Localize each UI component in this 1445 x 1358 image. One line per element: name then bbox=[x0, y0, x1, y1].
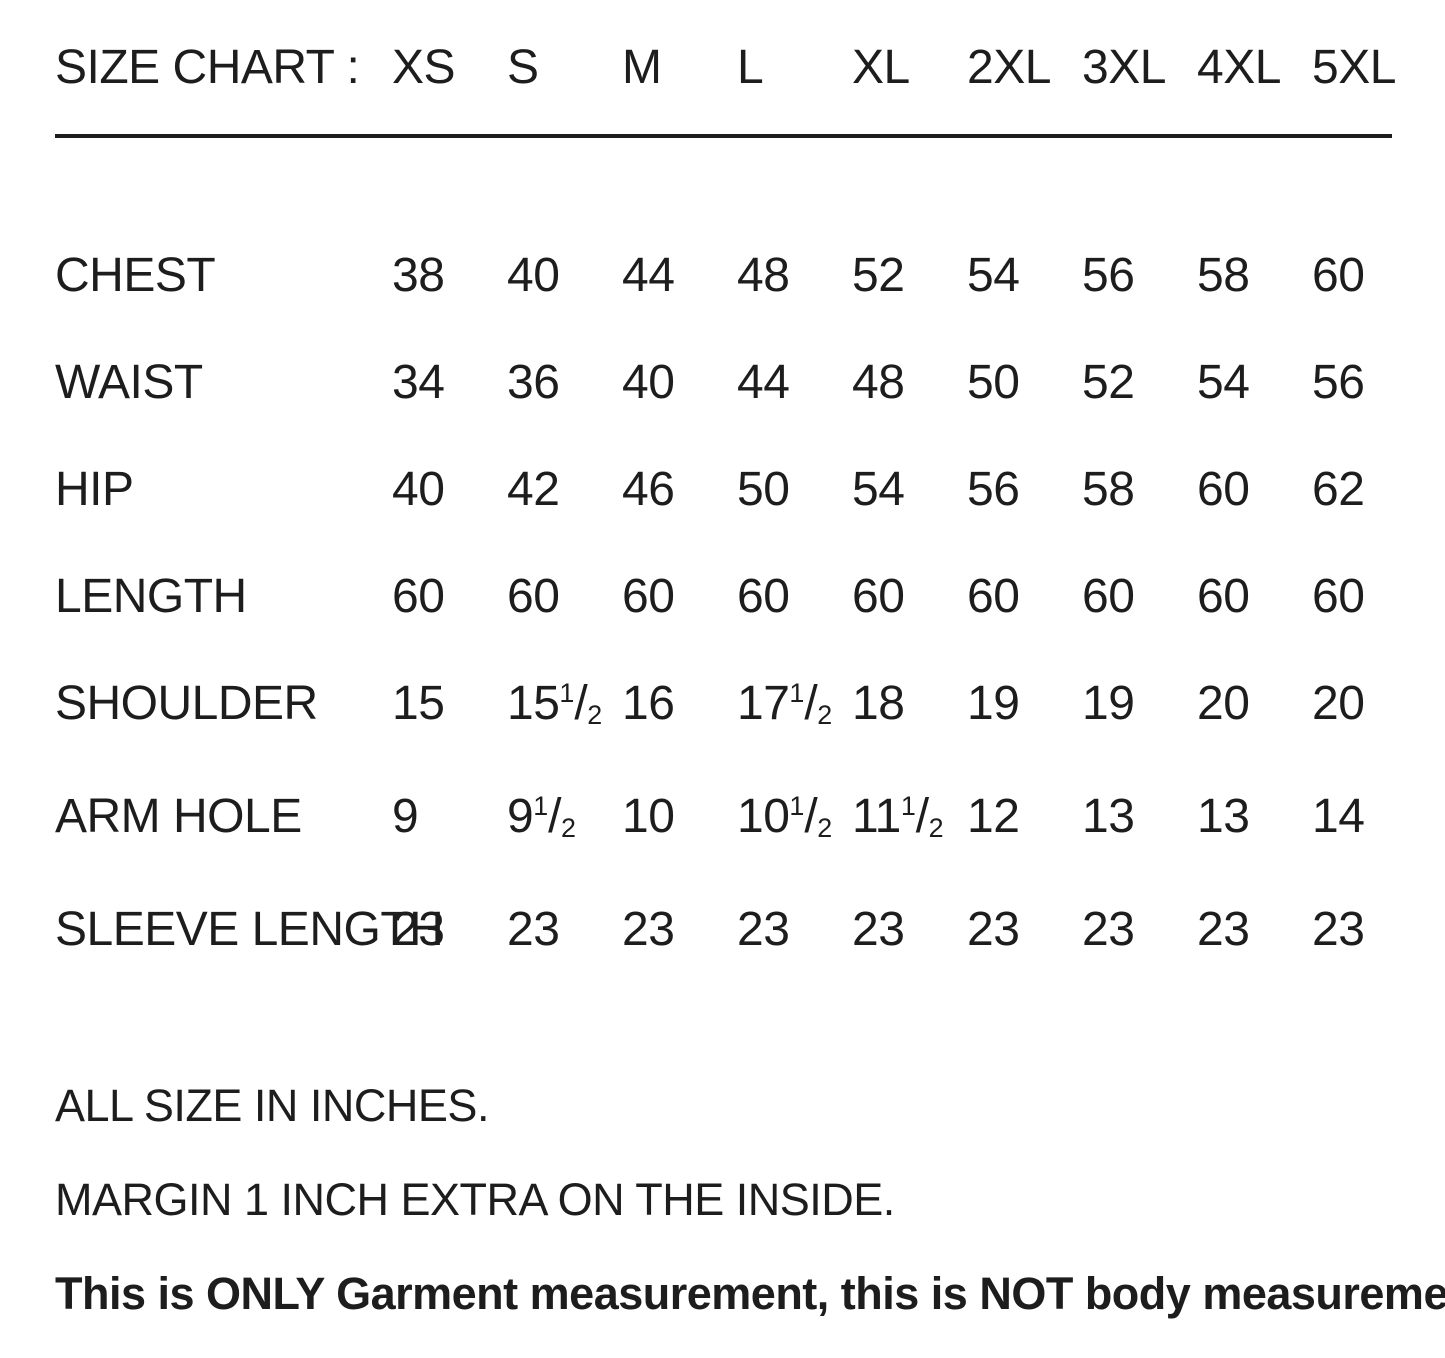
measurement-value: 60 bbox=[1312, 570, 1365, 623]
measurement-value: 60 bbox=[622, 570, 675, 623]
measurement-value: 23 bbox=[1197, 903, 1250, 956]
measurement-value: 44 bbox=[737, 356, 790, 409]
measurement-value: 23 bbox=[967, 903, 1020, 956]
measurement-value: 20 bbox=[1197, 677, 1250, 730]
size-column-header: 2XL bbox=[967, 41, 1051, 94]
measurement-value: 34 bbox=[392, 356, 445, 409]
measurement-value: 40 bbox=[622, 356, 675, 409]
size-column-header: 5XL bbox=[1312, 41, 1396, 94]
size-chart-header-row: SIZE CHART : XS S M L XL 2XL 3XL 4XL 5XL bbox=[55, 41, 1396, 94]
size-chart-body: CHEST 38 40 44 48 52 54 56 58 60 WAIST 34 36 40 44 48 50… bbox=[55, 250, 1390, 956]
size-column-header: XS bbox=[392, 41, 456, 94]
row-label: SHOULDER bbox=[55, 677, 318, 730]
measurement-value: 54 bbox=[852, 463, 905, 516]
measurement-value: 48 bbox=[737, 249, 790, 302]
measurement-value: 23 bbox=[622, 903, 675, 956]
measurement-value: 23 bbox=[507, 903, 560, 956]
measurement-value: 60 bbox=[967, 570, 1020, 623]
measurement-value: 40 bbox=[507, 249, 560, 302]
measurement-value: 12 bbox=[967, 790, 1020, 843]
measurement-value: 19 bbox=[967, 677, 1020, 730]
row-label: SLEEVE LENGTH bbox=[55, 903, 444, 956]
measurement-value: 91/2 bbox=[507, 790, 576, 843]
size-chart-title: SIZE CHART : bbox=[55, 41, 360, 94]
size-column-header: S bbox=[507, 41, 539, 94]
measurement-value: 60 bbox=[1197, 570, 1250, 623]
row-label: ARM HOLE bbox=[55, 790, 302, 843]
measurement-value: 60 bbox=[737, 570, 790, 623]
measurement-value: 23 bbox=[737, 903, 790, 956]
measurement-value: 50 bbox=[737, 463, 790, 516]
measurement-value: 48 bbox=[852, 356, 905, 409]
measurement-value: 46 bbox=[622, 463, 675, 516]
measurement-value: 10 bbox=[622, 790, 675, 843]
notes-section: ALL SIZE IN INCHES. MARGIN 1 INCH EXTRA O… bbox=[55, 1080, 1445, 1319]
measurement-value: 60 bbox=[507, 570, 560, 623]
measurement-value: 52 bbox=[1082, 356, 1135, 409]
row-label: CHEST bbox=[55, 249, 216, 302]
note: MARGIN 1 INCH EXTRA ON THE INSIDE. bbox=[55, 1174, 895, 1225]
measurement-value: 60 bbox=[392, 570, 445, 623]
measurement-value: 62 bbox=[1312, 463, 1365, 516]
size-column-header: L bbox=[737, 41, 764, 94]
measurement-value: 9 bbox=[392, 790, 419, 843]
measurement-value: 20 bbox=[1312, 677, 1365, 730]
measurement-value: 151/2 bbox=[507, 677, 603, 730]
measurement-value: 56 bbox=[1312, 356, 1365, 409]
size-column-header: M bbox=[622, 41, 662, 94]
measurement-value: 60 bbox=[1312, 249, 1365, 302]
measurement-value: 44 bbox=[622, 249, 675, 302]
measurement-value: 19 bbox=[1082, 677, 1135, 730]
measurement-value: 42 bbox=[507, 463, 560, 516]
measurement-value: 54 bbox=[967, 249, 1020, 302]
measurement-value: 23 bbox=[392, 903, 445, 956]
measurement-value: 60 bbox=[852, 570, 905, 623]
measurement-value: 23 bbox=[1082, 903, 1135, 956]
measurement-value: 15 bbox=[392, 677, 445, 730]
measurement-value: 50 bbox=[967, 356, 1020, 409]
measurement-value: 23 bbox=[1312, 903, 1365, 956]
measurement-value: 111/2 bbox=[852, 790, 944, 843]
measurement-value: 16 bbox=[622, 677, 675, 730]
row-label: HIP bbox=[55, 463, 134, 516]
measurement-value: 52 bbox=[852, 249, 905, 302]
measurement-value: 38 bbox=[392, 249, 445, 302]
measurement-value: 58 bbox=[1197, 249, 1250, 302]
measurement-value: 40 bbox=[392, 463, 445, 516]
header-divider-line bbox=[55, 134, 1392, 138]
size-column-header: XL bbox=[852, 41, 910, 94]
note: ALL SIZE IN INCHES. bbox=[55, 1080, 489, 1131]
measurement-value: 56 bbox=[1082, 249, 1135, 302]
row-label: WAIST bbox=[55, 356, 203, 409]
size-column-header: 3XL bbox=[1082, 41, 1166, 94]
size-column-header: 4XL bbox=[1197, 41, 1281, 94]
note-garment-measurement: This is ONLY Garment measurement, this i… bbox=[55, 1268, 1445, 1319]
measurement-value: 13 bbox=[1197, 790, 1250, 843]
measurement-value: 14 bbox=[1312, 790, 1365, 843]
measurement-value: 58 bbox=[1082, 463, 1135, 516]
measurement-value: 101/2 bbox=[737, 790, 833, 843]
measurement-value: 60 bbox=[1197, 463, 1250, 516]
measurement-value: 171/2 bbox=[737, 677, 833, 730]
measurement-value: 36 bbox=[507, 356, 560, 409]
measurement-value: 54 bbox=[1197, 356, 1250, 409]
measurement-value: 18 bbox=[852, 677, 905, 730]
row-label: LENGTH bbox=[55, 570, 247, 623]
measurement-value: 60 bbox=[1082, 570, 1135, 623]
measurement-value: 56 bbox=[967, 463, 1020, 516]
measurement-value: 23 bbox=[852, 903, 905, 956]
measurement-value: 13 bbox=[1082, 790, 1135, 843]
